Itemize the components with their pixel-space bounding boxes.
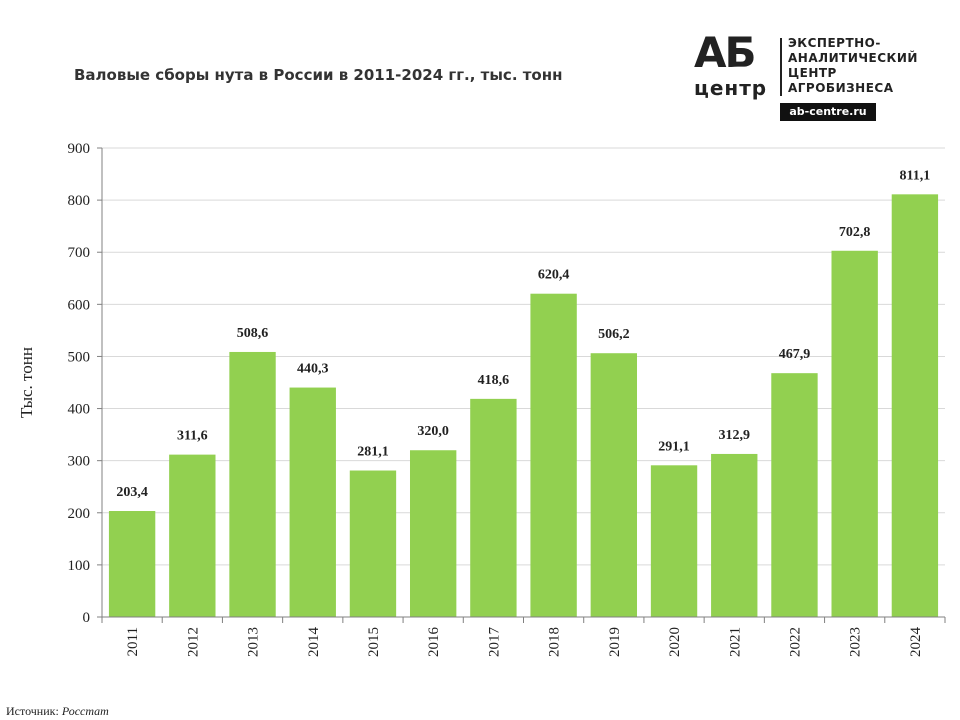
data-label: 312,9 <box>719 428 751 443</box>
data-label: 291,1 <box>658 439 690 454</box>
data-label: 281,1 <box>357 445 389 460</box>
y-tick-label: 200 <box>68 506 91 522</box>
logo-caption-line: ЦЕНТР <box>788 66 837 80</box>
bar <box>169 454 216 617</box>
source-label: Источник: <box>6 704 59 718</box>
logo-caption-line: ЭКСПЕРТНО- <box>788 36 881 50</box>
logo-ab-text: АБ <box>694 28 757 77</box>
logo-caption-line: АНАЛИТИЧЕСКИЙ <box>788 51 918 65</box>
x-tick-label: 2011 <box>125 627 141 656</box>
bar <box>289 387 336 617</box>
logo-url: ab-centre.ru <box>780 103 876 121</box>
data-label: 320,0 <box>417 424 449 439</box>
y-tick-label: 400 <box>68 402 91 418</box>
x-tick-label: 2023 <box>848 627 864 657</box>
bar <box>771 373 818 617</box>
logo-caption: ЭКСПЕРТНО- АНАЛИТИЧЕСКИЙ ЦЕНТР АГРОБИЗНЕ… <box>788 36 918 96</box>
data-label: 418,6 <box>478 373 510 388</box>
data-label: 467,9 <box>779 347 811 362</box>
data-label: 508,6 <box>237 326 269 341</box>
x-tick-label: 2013 <box>246 627 262 657</box>
data-label: 311,6 <box>177 429 208 444</box>
data-label: 620,4 <box>538 268 570 283</box>
bar <box>891 194 939 617</box>
x-tick-label: 2024 <box>908 627 924 658</box>
x-tick-label: 2020 <box>667 627 683 657</box>
y-tick-label: 300 <box>68 454 91 470</box>
data-label: 203,4 <box>116 485 148 500</box>
data-label: 702,8 <box>839 225 871 240</box>
x-tick-label: 2021 <box>727 627 743 657</box>
source-value: Росстат <box>61 704 109 718</box>
y-tick-label: 600 <box>68 297 91 313</box>
y-tick-label: 100 <box>68 558 91 574</box>
data-label: 506,2 <box>598 327 630 342</box>
source-note: Источник: Росстат <box>6 704 109 719</box>
data-label: 440,3 <box>297 362 329 377</box>
y-tick-label: 800 <box>68 193 91 209</box>
x-tick-label: 2015 <box>366 627 382 657</box>
logo-center-text: центр <box>694 76 768 100</box>
bar <box>349 470 397 617</box>
y-tick-label: 900 <box>68 141 91 157</box>
y-tick-label: 500 <box>68 349 91 365</box>
y-tick-label: 0 <box>83 610 91 626</box>
logo-divider <box>780 38 782 96</box>
bar <box>711 453 758 617</box>
y-tick-label: 700 <box>68 245 91 261</box>
bar <box>650 465 698 617</box>
chart-title: Валовые сборы нута в России в 2011-2024 … <box>74 66 563 84</box>
logo-caption-line: АГРОБИЗНЕСА <box>788 81 894 95</box>
data-label: 811,1 <box>900 168 931 183</box>
ab-centre-logo: АБ центр ЭКСПЕРТНО- АНАЛИТИЧЕСКИЙ ЦЕНТР … <box>690 32 940 122</box>
bar <box>229 351 276 617</box>
y-axis-title: Тыс. тонн <box>17 347 36 418</box>
leaf-icon <box>696 66 776 79</box>
x-tick-label: 2016 <box>426 627 442 658</box>
bar <box>831 250 878 617</box>
x-tick-label: 2018 <box>547 627 563 657</box>
bar <box>409 450 457 617</box>
bar <box>470 398 517 617</box>
x-tick-label: 2022 <box>787 627 803 657</box>
x-tick-label: 2019 <box>607 627 623 657</box>
bar <box>590 353 638 617</box>
bar <box>530 293 577 617</box>
bar <box>108 511 156 617</box>
x-tick-label: 2012 <box>185 627 201 657</box>
x-tick-label: 2017 <box>486 627 502 658</box>
x-tick-label: 2014 <box>306 627 322 658</box>
